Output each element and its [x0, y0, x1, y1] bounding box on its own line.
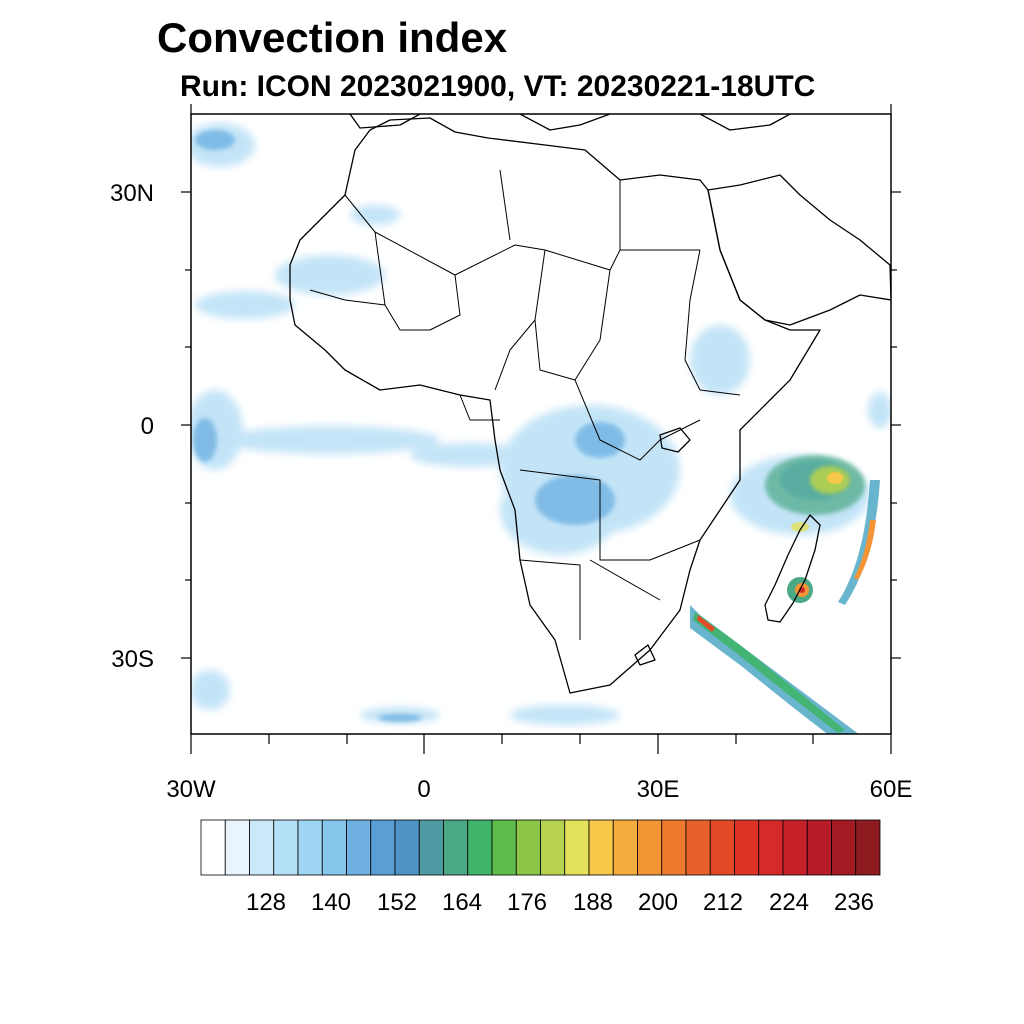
colorbar-label: 164 — [441, 889, 483, 916]
colorbar-swatch — [564, 819, 590, 876]
colorbar-label: 200 — [637, 889, 679, 916]
lake-victoria — [659, 427, 691, 453]
colorbar-label: 188 — [572, 889, 614, 916]
colorbar-label: 140 — [310, 889, 352, 916]
colorbar-label: 128 — [245, 889, 287, 916]
colorbar-swatch — [515, 819, 541, 876]
colorbar-label: 224 — [768, 889, 810, 916]
colorbar-swatch — [588, 819, 614, 876]
colorbar-label: 152 — [376, 889, 418, 916]
convection-band-southeast — [690, 605, 859, 734]
convection-system-indian-ocean — [765, 455, 880, 605]
colorbar-swatch — [709, 819, 735, 876]
colorbar-swatch — [346, 819, 372, 876]
colorbar-label: 176 — [506, 889, 548, 916]
colorbar-swatch — [224, 819, 250, 876]
y-tick-label-0: 0 — [140, 413, 154, 440]
colorbar-swatch — [855, 819, 881, 876]
colorbar-swatch — [321, 819, 347, 876]
country-borders — [309, 169, 741, 640]
convection-field — [191, 123, 891, 734]
colorbar-swatch — [806, 819, 832, 876]
colorbar-swatch — [443, 819, 469, 876]
arabia-coastline — [707, 174, 891, 326]
convection-band-southeast-hot — [697, 615, 715, 632]
y-tick-label-30n: 30N — [109, 180, 154, 207]
x-tick-label-60e: 60E — [869, 776, 913, 803]
colorbar-swatch — [661, 819, 687, 876]
chart-subtitle: Run: ICON 2023021900, VT: 20230221-18UTC — [180, 70, 816, 103]
colorbar-swatch — [249, 819, 275, 876]
colorbar-label: 212 — [702, 889, 744, 916]
colorbar — [200, 819, 881, 876]
x-tick-label-0: 0 — [417, 776, 431, 803]
colorbar-swatch — [200, 819, 226, 876]
colorbar-swatch — [467, 819, 493, 876]
lesotho-border — [634, 644, 656, 666]
convection-band-southeast-core — [693, 612, 845, 733]
chart-title: Convection index — [157, 14, 508, 61]
colorbar-swatch — [491, 819, 517, 876]
x-tick-label-30e: 30E — [636, 776, 680, 803]
colorbar-swatch — [758, 819, 784, 876]
convection-patches-mid — [193, 130, 850, 722]
axis-ticks — [181, 104, 901, 754]
y-tick-label-30s: 30S — [111, 646, 154, 673]
europe-coastline — [349, 114, 791, 131]
colorbar-swatch — [418, 819, 444, 876]
colorbar-swatch — [734, 819, 760, 876]
colorbar-swatch — [273, 819, 299, 876]
colorbar-swatch — [831, 819, 857, 876]
colorbar-label: 236 — [833, 889, 875, 916]
colorbar-swatch — [370, 819, 396, 876]
convection-patches-light — [191, 123, 891, 725]
colorbar-swatch — [297, 819, 323, 876]
map-frame — [190, 113, 892, 735]
colorbar-swatch — [540, 819, 566, 876]
colorbar-swatch — [637, 819, 663, 876]
colorbar-swatch — [394, 819, 420, 876]
colorbar-swatch — [612, 819, 638, 876]
africa-coastline — [289, 117, 821, 694]
coastlines — [289, 114, 891, 694]
colorbar-swatch — [782, 819, 808, 876]
colorbar-swatch — [685, 819, 711, 876]
x-tick-label-30w: 30W — [166, 776, 216, 803]
madagascar-coastline — [764, 514, 821, 623]
